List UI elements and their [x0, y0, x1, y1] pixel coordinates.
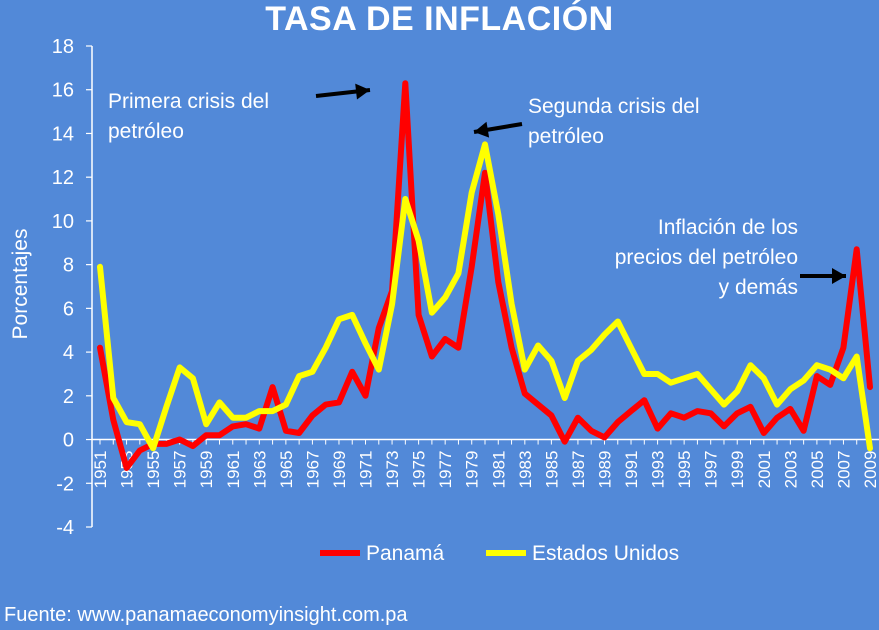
- annotation-text: petróleo: [108, 120, 184, 143]
- x-tick-label: 2005: [808, 451, 827, 489]
- x-tick-label: 1977: [436, 451, 455, 489]
- annotation-text: Primera crisis del: [108, 90, 269, 113]
- y-tick-label: 16: [52, 80, 74, 102]
- x-tick-label: 1967: [303, 451, 322, 489]
- y-tick-label: 18: [52, 36, 74, 58]
- x-tick-label: 1965: [277, 451, 296, 489]
- x-tick-label: 2009: [861, 451, 879, 489]
- x-tick-labels: 1951 1953 1955 1957 1959 1961 1963 1965 1967 1969…: [91, 439, 879, 489]
- x-tick-label: 1955: [144, 451, 163, 489]
- x-tick-label: 1971: [357, 451, 376, 489]
- y-axis-label: Porcentajes: [9, 229, 32, 340]
- x-tick-label: 1975: [410, 451, 429, 489]
- y-tick-label: 4: [63, 342, 74, 364]
- series-lines: [97, 80, 873, 471]
- series-line-panama: [97, 80, 873, 471]
- x-tick-label: 2001: [755, 451, 774, 489]
- annotation-text: Inflación de los: [658, 216, 798, 239]
- annotation-text: y demás: [719, 276, 798, 299]
- annotation-text: Segunda crisis del: [528, 95, 700, 118]
- x-tick-label: 1999: [728, 451, 747, 489]
- annotations: Primera crisis del petróleo Segunda crisis…: [108, 83, 846, 299]
- annotation-text: precios del petróleo: [615, 246, 798, 269]
- x-tick-label: 2007: [834, 451, 853, 489]
- x-tick-label: 1973: [383, 451, 402, 489]
- legend: Panamá Estados Unidos: [320, 542, 679, 565]
- x-tick-label: 1989: [595, 451, 614, 489]
- x-tick-label: 1993: [649, 451, 668, 489]
- y-tick-label: -2: [56, 473, 74, 495]
- x-tick-label: 1957: [171, 451, 190, 489]
- y-tick-label: 8: [63, 255, 74, 277]
- y-tick-label: 10: [52, 211, 74, 233]
- x-tick-label: 1979: [463, 451, 482, 489]
- x-tick-label: 1995: [675, 451, 694, 489]
- y-tick-label: -4: [56, 517, 74, 539]
- x-tick-label: 1981: [489, 451, 508, 489]
- y-tick-label: 2: [63, 386, 74, 408]
- annotation-text: petróleo: [528, 125, 604, 148]
- x-tick-label: 1969: [330, 451, 349, 489]
- legend-label: Estados Unidos: [532, 542, 679, 565]
- x-tick-label: 1997: [702, 451, 721, 489]
- source-credit: Fuente: www.panamaeconomyinsight.com.pa: [4, 604, 408, 626]
- y-tick-label: 14: [52, 123, 74, 145]
- x-tick-label: 1963: [250, 451, 269, 489]
- x-tick-label: 1985: [542, 451, 561, 489]
- y-tick-label: 12: [52, 167, 74, 189]
- x-tick-label: 1961: [224, 451, 243, 489]
- series-line-estados-unidos: [97, 141, 873, 452]
- chart-title: TASA DE INFLACIÓN: [265, 0, 614, 38]
- annotation-arrowhead: [832, 268, 846, 284]
- annotation-arrowhead: [355, 83, 370, 100]
- x-tick-label: 1951: [91, 451, 110, 489]
- x-tick-label: 1987: [569, 451, 588, 489]
- y-tick-label: 0: [63, 430, 74, 452]
- annotation-arrowhead: [474, 121, 490, 138]
- x-tick-label: 1983: [516, 451, 535, 489]
- x-tick-label: 2003: [781, 451, 800, 489]
- y-tick-labels: -4 -2 0 2 4 6 8 10 12 14 16 18: [52, 36, 92, 539]
- y-tick-label: 6: [63, 298, 74, 320]
- x-tick-label: 1959: [197, 451, 216, 489]
- x-tick-label: 1991: [622, 451, 641, 489]
- legend-label: Panamá: [366, 542, 445, 565]
